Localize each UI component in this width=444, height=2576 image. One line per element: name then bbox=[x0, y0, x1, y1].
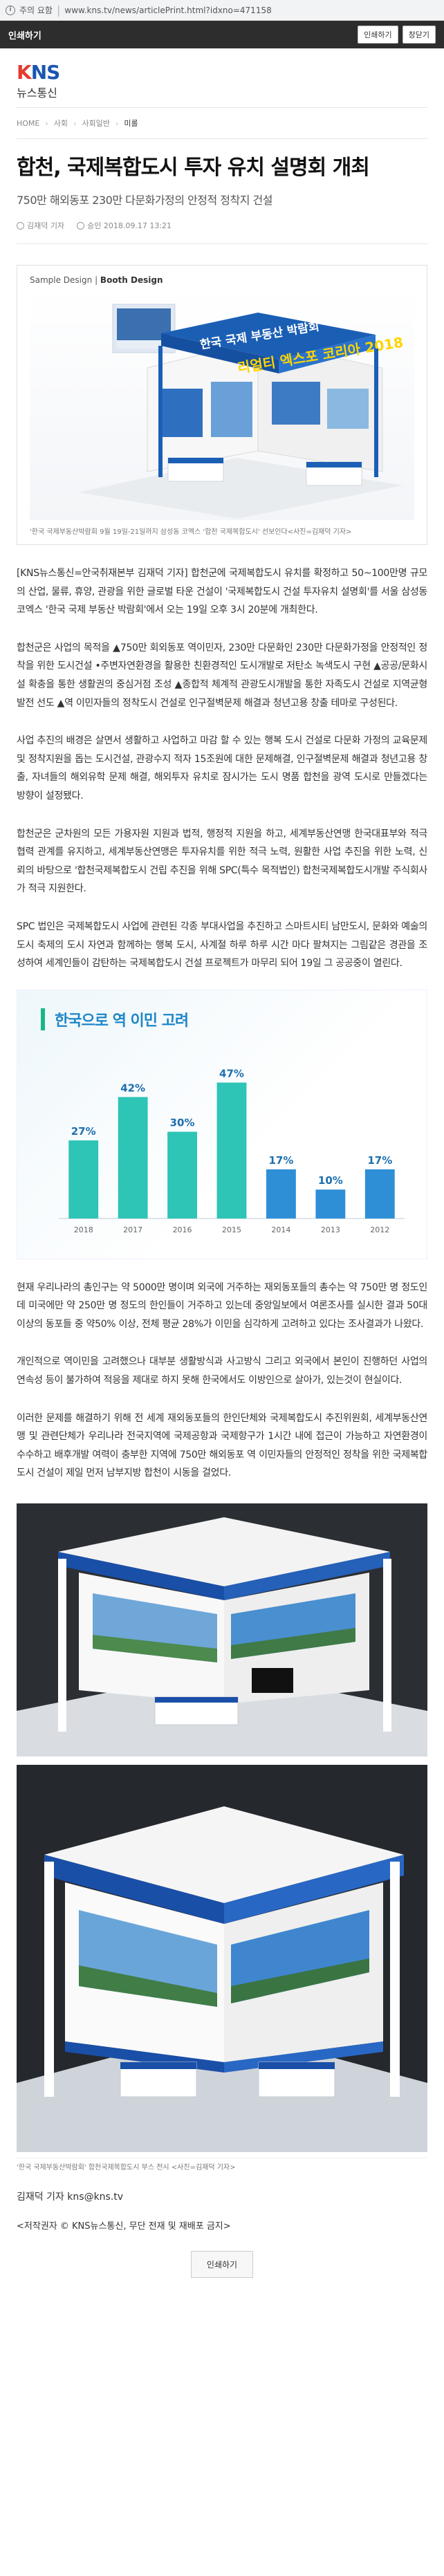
chart-bar bbox=[364, 1169, 395, 1218]
paragraph: [KNS뉴스통신=안국취재본부 김재덕 기자] 합천군에 국제복합도시 유치를 … bbox=[17, 568, 427, 616]
separator: | bbox=[56, 3, 61, 17]
chart-value-label: 10% bbox=[318, 1174, 343, 1187]
booth-render-image-1 bbox=[17, 1503, 427, 1757]
logo-subtitle: 뉴스통신 bbox=[17, 86, 57, 100]
article-headline: 합천, 국제복합도시 투자 유치 설명회 개최 bbox=[17, 156, 370, 180]
print-toolbar-title: 인쇄하기 bbox=[8, 30, 41, 41]
breadcrumb-home[interactable]: HOME bbox=[17, 118, 40, 128]
figure-booth-design: Sample Design | Booth Design 한국 국제 부동산 박… bbox=[17, 265, 427, 545]
paragraph: 현재 우리나라의 총인구는 약 5000만 명이며 외국에 거주하는 재외동포들… bbox=[17, 1281, 427, 1330]
byline: 김재덕 기자 kns@kns.tv bbox=[17, 2192, 124, 2203]
chart-bar bbox=[266, 1169, 296, 1218]
article: 합천, 국제복합도시 투자 유치 설명회 개최 750만 해외동포 230만 다… bbox=[0, 154, 444, 2279]
chart-category-label: 2014 bbox=[271, 1225, 290, 1234]
author-icon bbox=[17, 221, 24, 230]
chart-category-label: 2018 bbox=[74, 1225, 93, 1234]
print-toolbar: 인쇄하기 인쇄하기 창닫기 bbox=[0, 21, 444, 48]
chart-category-label: 2012 bbox=[370, 1225, 389, 1234]
url-text[interactable]: www.kns.tv/news/articlePrint.html?idxno=… bbox=[64, 5, 272, 15]
chart-value-label: 30% bbox=[170, 1116, 195, 1129]
chart-bar bbox=[216, 1082, 247, 1218]
clock-icon bbox=[77, 221, 85, 230]
publish-date: 승인 2018.09.17 13:21 bbox=[87, 221, 172, 230]
booth-design-image: 한국 국제 부동산 박람회 리얼티 엑스포 코리아 2018 bbox=[30, 285, 414, 520]
browser-address-bar[interactable]: i 주의 요함 | www.kns.tv/news/articlePrint.h… bbox=[0, 0, 444, 21]
paragraph: SPC 법인은 국제복합도시 사업에 관련된 각종 부대사업을 추진하고 스마트… bbox=[17, 920, 427, 970]
bottom-print-button[interactable]: 인쇄하기 bbox=[190, 2251, 254, 2279]
copyright-notice: <저작권자 © KNS뉴스통신, 무단 전재 및 재배포 금지> bbox=[17, 2221, 231, 2232]
chart-container: 한국으로 역 이민 고려 27% 2018 42% 2017 30% 2016 47% 201… bbox=[17, 989, 427, 1259]
paragraph: 이러한 문제를 해결하기 위해 전 세계 재외동포들의 한인단체와 국제복합도시… bbox=[17, 1412, 427, 1479]
logo-area: KNS 뉴스통신 bbox=[0, 48, 444, 107]
chart-value-label: 17% bbox=[367, 1154, 392, 1167]
figure-caption: '한국 국제부동산박람회 9월 19일-21일까지 삼성동 코엑스 '합천 국제… bbox=[30, 528, 352, 536]
paragraph: 사업 추진의 배경은 살면서 생활하고 사업하고 마감 할 수 있는 행복 도시… bbox=[17, 735, 427, 801]
chart-bar bbox=[167, 1131, 197, 1218]
breadcrumb-subsection[interactable]: 사회일반 bbox=[82, 119, 110, 128]
chart-bar bbox=[315, 1189, 346, 1218]
close-window-button[interactable]: 창닫기 bbox=[402, 26, 436, 44]
paragraph: 개인적으로 역이민을 고려했으나 대부분 생활방식과 사고방식 그리고 외국에서… bbox=[17, 1356, 427, 1387]
paragraph: 합천군은 군차원의 모든 가용자원 지원과 법적, 행정적 지원을 하고, 세계… bbox=[17, 828, 427, 895]
chart-title: 한국으로 역 이민 고려 bbox=[41, 1008, 189, 1030]
chart-value-label: 47% bbox=[219, 1067, 244, 1079]
breadcrumb: HOME › 사회 › 사회일반 › 미롤 bbox=[17, 107, 427, 139]
chart-value-label: 27% bbox=[71, 1125, 96, 1138]
breadcrumb-current: 미롤 bbox=[124, 119, 138, 128]
chart-bar bbox=[118, 1097, 148, 1218]
chart-category-label: 2015 bbox=[222, 1225, 241, 1234]
article-subhead: 750만 해외동포 230만 다문화가정의 안정적 정착지 건설 bbox=[17, 194, 273, 207]
booth-render-image-2 bbox=[17, 1765, 427, 2153]
paragraph: 합천군은 사업의 목적을 ▲750만 회외동포 역이민자, 230만 다문화인 … bbox=[17, 642, 427, 709]
bar-chart: 27% 2018 42% 2017 30% 2016 47% 2015 17% 2014 10% 20… bbox=[59, 1067, 405, 1234]
chart-value-label: 42% bbox=[120, 1082, 145, 1094]
chart-category-label: 2016 bbox=[173, 1225, 192, 1234]
chart-category-label: 2013 bbox=[321, 1225, 340, 1234]
info-icon[interactable]: i bbox=[6, 5, 15, 15]
render-caption: '한국 국제부동산박람회' 합천국제복합도시 부스 전시 <사진=김재덕 기자> bbox=[17, 2158, 427, 2171]
security-label: 주의 요함 bbox=[19, 6, 53, 15]
chart-category-label: 2017 bbox=[123, 1225, 142, 1234]
breadcrumb-section[interactable]: 사회 bbox=[53, 119, 68, 128]
print-button[interactable]: 인쇄하기 bbox=[358, 26, 398, 44]
author-name: 김재덕 기자 bbox=[27, 221, 65, 230]
sample-design-label: Sample Design | Booth Design bbox=[30, 275, 163, 285]
chart-bar bbox=[68, 1140, 99, 1218]
article-meta: 김재덕 기자 승인 2018.09.17 13:21 bbox=[17, 220, 427, 244]
site-logo[interactable]: KNS 뉴스통신 bbox=[17, 61, 60, 100]
chart-value-label: 17% bbox=[268, 1154, 293, 1167]
